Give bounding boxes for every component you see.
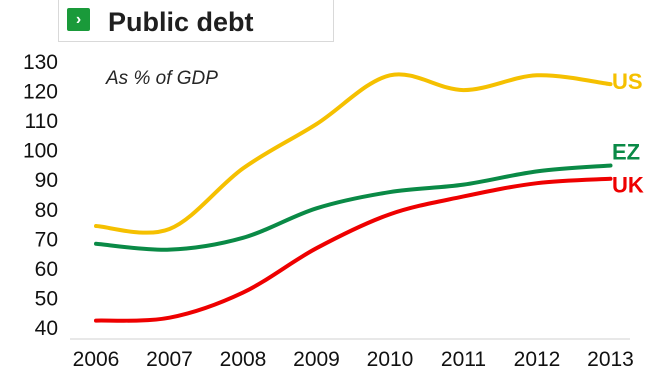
y-tick-label: 120: [23, 81, 58, 104]
x-tick-label: 2012: [514, 348, 561, 371]
y-tick-label: 110: [25, 110, 58, 133]
y-axis: 40 50 60 70 80 90 100 110 120 130: [23, 51, 58, 340]
series-label-ez: EZ: [612, 139, 640, 164]
chart-subtitle: As % of GDP: [105, 68, 218, 89]
series-line-ez: [94, 163, 613, 252]
x-tick-label: 2008: [220, 348, 267, 371]
chevron-right-icon[interactable]: ›: [67, 8, 90, 31]
title-box: [58, 0, 334, 42]
series-label-us: US: [612, 69, 643, 94]
y-tick-label: 100: [23, 140, 58, 163]
series-label-uk: UK: [612, 173, 644, 198]
x-tick-label: 2010: [367, 348, 414, 371]
series-lines: [94, 72, 613, 323]
y-tick-label: 40: [35, 317, 58, 340]
y-tick-label: 70: [35, 228, 58, 251]
x-tick-label: 2013: [587, 348, 634, 371]
x-tick-label: 2009: [293, 348, 340, 371]
series-line-us: [94, 72, 613, 235]
series-line-uk: [94, 176, 613, 323]
x-tick-label: 2006: [73, 348, 120, 371]
x-tick-label: 2007: [146, 348, 193, 371]
series-labels: US EZ UK: [612, 69, 644, 198]
y-tick-label: 80: [35, 199, 58, 222]
y-tick-label: 60: [35, 258, 58, 281]
chart-title: Public debt: [108, 7, 254, 37]
x-axis: 2006 2007 2008 2009 2010 2011 2012 2013: [73, 348, 634, 371]
x-tick-label: 2011: [441, 348, 486, 371]
y-tick-label: 50: [35, 287, 58, 310]
y-tick-label: 90: [35, 169, 58, 192]
y-tick-label: 130: [23, 51, 58, 74]
